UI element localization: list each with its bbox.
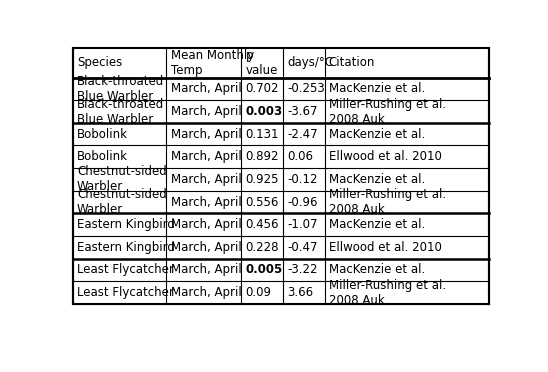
Text: Miller-Rushing et al.
2008 Auk: Miller-Rushing et al. 2008 Auk <box>329 279 446 307</box>
Text: March, April: March, April <box>170 196 241 209</box>
Text: MacKenzie et al.: MacKenzie et al. <box>329 128 425 141</box>
Text: 0.556: 0.556 <box>246 196 279 209</box>
Text: Least Flycatcher: Least Flycatcher <box>77 263 174 276</box>
Text: Bobolink: Bobolink <box>77 128 128 141</box>
Text: -3.67: -3.67 <box>287 105 318 118</box>
Text: Least Flycatcher: Least Flycatcher <box>77 286 174 299</box>
Text: 0.702: 0.702 <box>246 82 279 95</box>
Text: 0.228: 0.228 <box>246 241 279 254</box>
Text: Miller-Rushing et al.
2008 Auk: Miller-Rushing et al. 2008 Auk <box>329 97 446 125</box>
Text: March, April: March, April <box>170 150 241 163</box>
Text: Mean Monthly
Temp: Mean Monthly Temp <box>170 48 254 77</box>
Text: 0.925: 0.925 <box>246 173 279 186</box>
Bar <box>73 48 489 304</box>
Text: -2.47: -2.47 <box>287 128 318 141</box>
Text: March, April: March, April <box>170 105 241 118</box>
Text: March, April: March, April <box>170 128 241 141</box>
Text: Black-throated
Blue Warbler: Black-throated Blue Warbler <box>77 97 164 125</box>
Text: Eastern Kingbird: Eastern Kingbird <box>77 241 175 254</box>
Text: March, April: March, April <box>170 286 241 299</box>
Text: 0.005: 0.005 <box>246 263 283 276</box>
Text: 0.09: 0.09 <box>246 286 272 299</box>
Text: MacKenzie et al.: MacKenzie et al. <box>329 82 425 95</box>
Text: days/°C: days/°C <box>287 56 333 69</box>
Text: Species: Species <box>77 56 122 69</box>
Text: -3.22: -3.22 <box>287 263 318 276</box>
Text: 0.131: 0.131 <box>246 128 279 141</box>
Text: March, April: March, April <box>170 263 241 276</box>
Text: Ellwood et al. 2010: Ellwood et al. 2010 <box>329 241 442 254</box>
Text: March, April: March, April <box>170 241 241 254</box>
Text: -0.96: -0.96 <box>287 196 318 209</box>
Text: March, April: March, April <box>170 218 241 231</box>
Text: Black-throated
Blue Warbler: Black-throated Blue Warbler <box>77 75 164 103</box>
Text: 0.892: 0.892 <box>246 150 279 163</box>
Text: 3.66: 3.66 <box>287 286 313 299</box>
Text: Chestnut-sided
Warbler: Chestnut-sided Warbler <box>77 166 167 193</box>
Text: March, April: March, April <box>170 82 241 95</box>
Text: Bobolink: Bobolink <box>77 150 128 163</box>
Text: Ellwood et al. 2010: Ellwood et al. 2010 <box>329 150 442 163</box>
Text: 0.06: 0.06 <box>287 150 313 163</box>
Text: MacKenzie et al.: MacKenzie et al. <box>329 263 425 276</box>
Text: Miller-Rushing et al.
2008 Auk: Miller-Rushing et al. 2008 Auk <box>329 188 446 216</box>
Text: p
value: p value <box>246 48 278 77</box>
Text: -0.12: -0.12 <box>287 173 318 186</box>
Text: MacKenzie et al.: MacKenzie et al. <box>329 218 425 231</box>
Text: 0.456: 0.456 <box>246 218 279 231</box>
Text: March, April: March, April <box>170 173 241 186</box>
Text: -1.07: -1.07 <box>287 218 318 231</box>
Text: Chestnut-sided
Warbler: Chestnut-sided Warbler <box>77 188 167 216</box>
Text: -0.47: -0.47 <box>287 241 318 254</box>
Text: -0.253: -0.253 <box>287 82 325 95</box>
Text: Eastern Kingbird: Eastern Kingbird <box>77 218 175 231</box>
Text: MacKenzie et al.: MacKenzie et al. <box>329 173 425 186</box>
Text: Citation: Citation <box>329 56 375 69</box>
Text: 0.003: 0.003 <box>246 105 283 118</box>
